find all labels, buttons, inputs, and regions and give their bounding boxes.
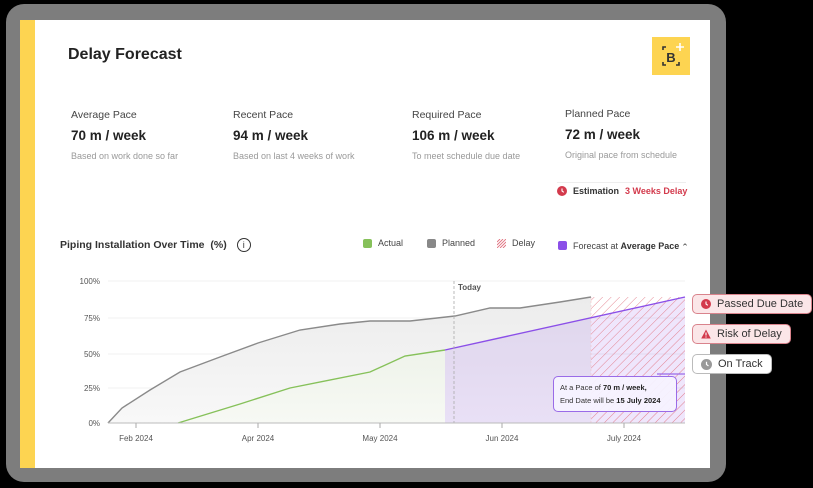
status-label: Passed Due Date	[717, 298, 804, 310]
clock-icon	[557, 186, 567, 196]
legend-label: Forecast at	[573, 240, 619, 251]
legend-label: Planned	[442, 238, 476, 248]
legend-actual[interactable]: Actual	[363, 238, 403, 248]
stat-subtext: Based on last 4 weeks of work	[233, 151, 355, 161]
legend-label: Actual	[378, 238, 404, 248]
stat-planned-pace: Planned Pace 72 m / week Original pace f…	[565, 108, 677, 160]
stat-label: Average Pace	[71, 109, 137, 121]
svg-text:May 2024: May 2024	[362, 434, 398, 443]
stat-recent-pace: Recent Pace 94 m / week Based on last 4 …	[233, 109, 355, 161]
stat-label: Recent Pace	[233, 109, 294, 121]
clock-icon	[701, 358, 712, 370]
forecast-swatch	[558, 241, 567, 250]
page-title: Delay Forecast	[68, 46, 182, 63]
planned-line	[107, 296, 592, 424]
legend-label: Delay	[512, 238, 536, 248]
warning-triangle-icon	[701, 329, 711, 339]
brand-b-plus-icon: B	[662, 43, 684, 66]
status-badge-passed-due[interactable]: Passed Due Date	[692, 294, 813, 314]
legend-label-bold: Average Pace	[620, 240, 680, 251]
chart-title: Piping Installation Over Time (%) i	[60, 238, 251, 252]
delay-forecast-card: Delay Forecast B Average Pace 70 m / wee…	[20, 20, 710, 468]
stat-required-pace: Required Pace 106 m / week To meet sched…	[412, 109, 520, 161]
tooltip-text: At a Pace of	[560, 383, 601, 392]
planned-area	[108, 297, 591, 423]
status-badge-on-track[interactable]: On Track	[692, 354, 772, 374]
stat-value: 70 m / week	[71, 128, 147, 143]
status-label: Risk of Delay	[717, 328, 782, 340]
estimation-value: 3 Weeks Delay	[625, 186, 688, 196]
svg-text:July 2024: July 2024	[607, 434, 642, 443]
info-icon[interactable]: i	[236, 238, 251, 252]
svg-text:Apr 2024: Apr 2024	[242, 434, 275, 443]
stat-subtext: Based on work done so far	[71, 151, 179, 161]
planned-swatch	[427, 238, 436, 248]
stat-value: 72 m / week	[565, 127, 641, 142]
estimation-label: Estimation	[573, 186, 620, 196]
actual-swatch	[363, 238, 372, 248]
divider	[557, 182, 686, 183]
forecast-tooltip: At a Pace of 70 m / week, End Date will …	[553, 376, 677, 412]
chart-title-text: Piping Installation Over Time	[60, 239, 205, 251]
stat-label: Required Pace	[412, 109, 482, 121]
chart-unit: (%)	[210, 239, 227, 251]
svg-text:50%: 50%	[84, 350, 100, 359]
actual-line	[177, 349, 446, 424]
tooltip-bold: 70 m / week,	[602, 383, 647, 392]
today-label: Today	[458, 283, 482, 292]
stat-value: 106 m / week	[412, 128, 495, 143]
svg-text:0%: 0%	[88, 419, 100, 428]
tooltip-text: End Date will be	[560, 396, 615, 405]
svg-text:75%: 75%	[84, 314, 100, 323]
stat-label: Planned Pace	[565, 108, 631, 120]
svg-text:25%: 25%	[84, 384, 100, 393]
chevron-up-icon[interactable]: ⌃	[681, 242, 689, 252]
status-badge-risk-of-delay[interactable]: Risk of Delay	[692, 324, 791, 344]
svg-text:100%: 100%	[80, 277, 100, 286]
forecast-line	[444, 296, 686, 351]
svg-text:B: B	[666, 50, 675, 65]
stat-value: 94 m / week	[233, 128, 309, 143]
stat-subtext: To meet schedule due date	[412, 151, 521, 161]
hatch-swatch-icon	[497, 238, 506, 248]
status-label: On Track	[718, 358, 763, 370]
brand-logo[interactable]: B	[652, 37, 690, 75]
clock-icon	[701, 299, 711, 309]
legend-forecast[interactable]: Forecast at Average Pace ⌃	[558, 238, 689, 253]
legend-planned[interactable]: Planned	[427, 238, 475, 248]
estimation-row: Estimation 3 Weeks Delay	[557, 186, 687, 196]
legend-delay[interactable]: Delay	[497, 238, 535, 248]
svg-text:Feb 2024: Feb 2024	[119, 434, 153, 443]
svg-text:Jun 2024: Jun 2024	[486, 434, 519, 443]
stat-average-pace: Average Pace 70 m / week Based on work d…	[71, 109, 178, 161]
tooltip-bold: 15 July 2024	[616, 396, 661, 405]
accent-stripe	[20, 20, 35, 468]
stat-subtext: Original pace from schedule	[565, 150, 678, 160]
